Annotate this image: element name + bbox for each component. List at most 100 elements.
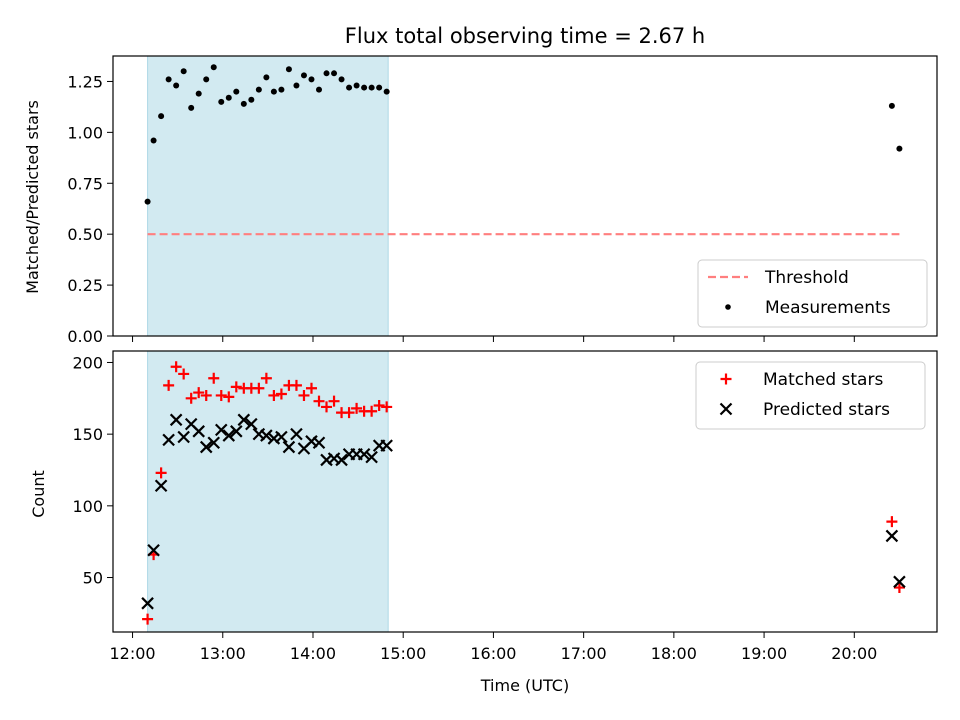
matched-star-point <box>193 387 205 399</box>
x-tick-label: 12:00 <box>109 644 155 663</box>
measurement-point <box>218 98 225 105</box>
predicted-star-point <box>154 479 168 493</box>
predicted-star-point <box>147 544 160 557</box>
matched-star-point <box>208 372 220 384</box>
measurement-point <box>278 86 285 93</box>
x-tick-label: 15:00 <box>380 644 426 663</box>
legend-measurements-swatch <box>725 304 731 310</box>
predicted-star-point <box>365 450 378 464</box>
measurement-point <box>233 88 240 95</box>
x-tick-label: 14:00 <box>290 644 336 663</box>
measurement-point <box>150 137 157 144</box>
top-y-tick-label: 0.25 <box>67 276 103 295</box>
measurement-point <box>338 76 345 83</box>
measurement-point <box>270 88 277 95</box>
measurement-point <box>255 86 262 93</box>
predicted-star-point <box>357 447 371 461</box>
measurement-point <box>210 64 217 71</box>
top-axes-frame <box>112 55 938 337</box>
matched-star-point <box>321 401 333 413</box>
measurement-point <box>248 96 255 103</box>
top-y-tick-label: 1.25 <box>67 72 103 91</box>
matched-star-point <box>142 613 154 625</box>
x-tick-label: 20:00 <box>831 644 877 663</box>
predicted-star-point <box>214 423 228 437</box>
bottom-panel: Count 50 100 150 200 12:00 13:00 14:00 15:00 16:… <box>29 350 938 663</box>
predicted-star-point <box>245 417 258 431</box>
measurement-point <box>165 76 172 83</box>
matched-star-point <box>215 389 227 401</box>
top-y-tick-label: 0.50 <box>67 225 103 244</box>
legend-label: Threshold <box>764 268 849 288</box>
x-tick-label: 16:00 <box>470 644 516 663</box>
predicted-star-point <box>260 429 273 442</box>
predicted-star-point <box>290 427 303 441</box>
measurement-point <box>331 70 338 77</box>
measurement-point <box>308 76 315 83</box>
matched-star-point <box>366 405 378 417</box>
matched-star-point <box>200 389 212 401</box>
top-panel: Matched/Predicted stars 0.00 0.25 0.50 0.75… <box>23 55 938 346</box>
measurement-point <box>285 66 292 73</box>
predicted-star-point <box>885 529 899 543</box>
top-legend: Threshold Measurements <box>697 259 928 328</box>
measurement-point <box>293 82 300 89</box>
predicted-star-point <box>893 575 906 589</box>
predicted-star-point <box>222 429 236 442</box>
predicted-star-point <box>199 440 213 454</box>
measurement-point <box>173 82 180 89</box>
x-tick-label: 17:00 <box>561 644 607 663</box>
x-tick-label: 13:00 <box>200 644 246 663</box>
measurement-point <box>240 100 247 107</box>
bottom-legend: Matched stars Predicted stars <box>695 361 926 430</box>
x-tick-label: 19:00 <box>741 644 787 663</box>
measurement-point <box>323 70 330 77</box>
matched-star-point <box>178 368 190 380</box>
x-axis-label: Time (UTC) <box>480 676 569 695</box>
bottom-y-tick-label: 200 <box>72 353 103 372</box>
measurement-point <box>346 84 353 91</box>
predicted-star-point <box>282 440 296 454</box>
matched-star-point <box>886 516 898 528</box>
matched-star-point <box>313 395 325 407</box>
matched-star-point <box>185 392 197 404</box>
legend-label: Matched stars <box>763 370 883 390</box>
matched-star-point <box>305 382 317 394</box>
bottom-y-tick-label: 100 <box>72 497 103 516</box>
measurement-point <box>353 82 360 89</box>
measurement-point <box>263 74 270 81</box>
top-ylabel-wrap: Matched/Predicted stars <box>23 100 42 294</box>
predicted-star-point <box>237 413 251 427</box>
legend-label: Measurements <box>765 298 891 318</box>
predicted-star-point <box>162 433 175 447</box>
predicted-star-point <box>335 453 348 467</box>
x-tick-label: 18:00 <box>651 644 697 663</box>
matched-star-point <box>328 395 340 407</box>
top-y-tick-label: 0.75 <box>67 174 103 193</box>
matched-star-point <box>253 382 265 394</box>
legend-matched-swatch <box>720 373 732 385</box>
measurement-point <box>376 84 383 91</box>
bottom-shaded-span <box>147 350 389 633</box>
chart-title: Flux total observing time = 2.67 h <box>345 24 705 48</box>
bottom-y-axis-label: Count <box>29 470 48 518</box>
measurement-point <box>316 86 322 93</box>
predicted-star-point <box>207 436 221 450</box>
matched-star-point <box>268 389 280 401</box>
predicted-star-point <box>169 413 183 427</box>
top-legend-box <box>697 259 928 328</box>
measurement-point <box>225 94 232 101</box>
predicted-star-point <box>312 436 326 450</box>
matched-star-point <box>275 388 287 400</box>
measurement-point <box>361 84 368 91</box>
bottom-axes-frame <box>112 350 938 633</box>
bottom-legend-box <box>695 361 926 430</box>
measurement-point <box>368 84 375 91</box>
matched-star-point <box>290 379 302 391</box>
measurement-point <box>158 113 165 120</box>
legend-predicted-swatch <box>719 402 733 416</box>
bottom-y-tick-label: 50 <box>83 569 103 588</box>
measurement-point <box>300 72 307 79</box>
measurement-point <box>144 198 151 205</box>
